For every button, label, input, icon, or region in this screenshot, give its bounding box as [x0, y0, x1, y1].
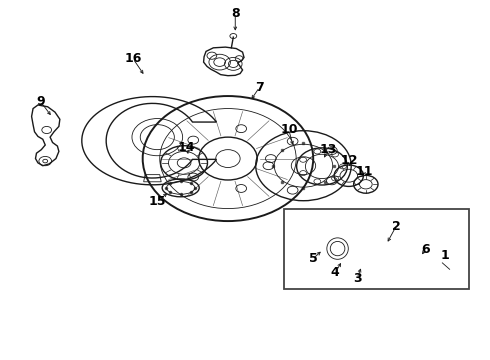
Text: 9: 9 [36, 95, 45, 108]
Bar [284, 208, 469, 289]
Text: 4: 4 [331, 266, 340, 279]
Text: 2: 2 [392, 220, 400, 233]
Text: 8: 8 [231, 8, 240, 21]
Text: 3: 3 [353, 272, 361, 285]
Text: 1: 1 [441, 248, 449, 261]
Text: 10: 10 [280, 123, 297, 136]
Text: 12: 12 [341, 154, 359, 167]
Text: 16: 16 [124, 52, 142, 65]
Text: 11: 11 [356, 165, 373, 177]
Text: 14: 14 [178, 141, 196, 154]
Text: 15: 15 [148, 195, 166, 208]
Text: 7: 7 [255, 81, 264, 94]
Text: 13: 13 [319, 143, 337, 156]
Text: 5: 5 [309, 252, 318, 265]
Text: 6: 6 [421, 243, 430, 256]
